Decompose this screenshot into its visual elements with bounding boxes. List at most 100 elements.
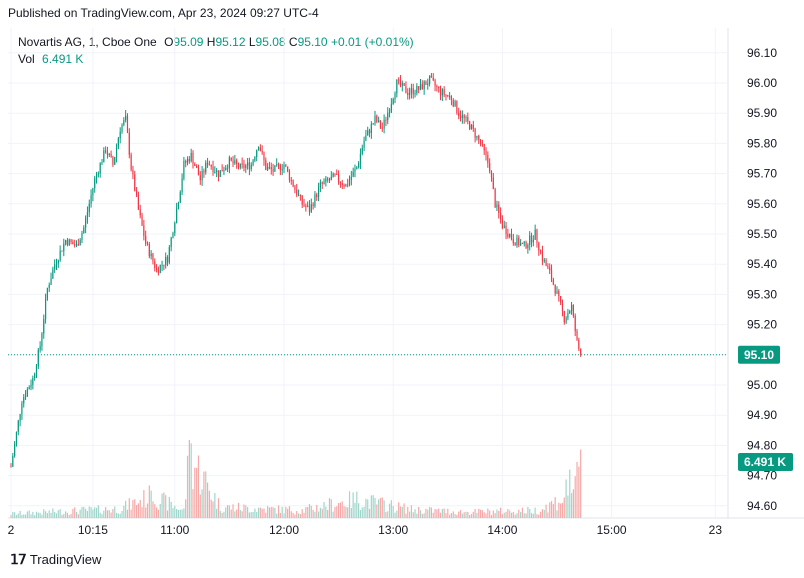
candle-body — [296, 189, 298, 195]
volume-bar — [110, 512, 112, 518]
volume-bar — [121, 511, 123, 518]
volume-bar — [432, 512, 434, 518]
volume-bar — [37, 512, 39, 518]
candle-body — [549, 267, 551, 271]
volume-bar — [65, 511, 67, 518]
volume-bar — [356, 491, 358, 518]
volume-bar — [163, 492, 165, 518]
candle-body — [37, 349, 39, 367]
candle-body — [26, 389, 28, 397]
volume-bar — [530, 513, 533, 518]
candle-body — [530, 235, 533, 243]
candle-body — [217, 170, 220, 177]
candle-body — [272, 169, 274, 172]
volume-bar — [465, 511, 467, 518]
candle-body — [538, 242, 540, 251]
volume-bar — [221, 512, 223, 518]
candle-body — [123, 120, 125, 125]
volume-bar — [368, 508, 371, 518]
volume-bar — [363, 506, 365, 518]
candle-body — [225, 167, 227, 171]
volume-bar — [396, 510, 398, 518]
volume-bar — [436, 509, 438, 518]
volume-bar — [461, 513, 463, 518]
volume-bar — [463, 512, 465, 518]
volume-bar — [427, 509, 429, 518]
candle-body — [50, 278, 52, 285]
volume-bar — [438, 508, 440, 518]
candle-body — [114, 157, 116, 165]
volume-bar — [183, 508, 185, 518]
volume-label[interactable]: Vol — [18, 52, 35, 66]
volume-bar — [86, 510, 89, 518]
candle-body — [252, 160, 254, 165]
price-tick-label: 95.50 — [747, 227, 777, 241]
footer-logo-text[interactable]: TradingView — [29, 552, 102, 567]
volume-bar — [310, 505, 312, 518]
candle-body — [179, 192, 181, 203]
candle-body — [223, 170, 225, 172]
volume-bar — [194, 467, 196, 518]
candle-body — [259, 147, 261, 151]
volume-bar — [501, 514, 503, 518]
symbol-title[interactable]: Novartis AG, 1, Cboe One — [18, 35, 157, 49]
candle-body — [156, 268, 158, 270]
volume-bar — [214, 492, 216, 518]
close-value: 95.10 — [297, 35, 328, 49]
candle-body — [445, 94, 447, 96]
volume-bar — [496, 509, 498, 518]
volume-bar — [348, 491, 351, 518]
candle-body — [365, 135, 367, 141]
volume-bar — [216, 508, 218, 518]
candle-body — [317, 187, 320, 197]
volume-bar — [447, 508, 449, 518]
candle-body — [338, 174, 340, 182]
volume-bar — [46, 513, 48, 518]
candle-body — [44, 298, 47, 320]
volume-bar — [507, 509, 509, 518]
candle-body — [130, 154, 132, 170]
candle-body — [276, 164, 278, 166]
candle-body — [57, 260, 59, 264]
volume-bar — [192, 489, 194, 518]
candle-body — [412, 88, 414, 95]
tradingview-logo-icon[interactable]: 𝟣𝟩 — [10, 551, 27, 567]
volume-bar — [487, 508, 489, 518]
candle-body — [518, 237, 520, 246]
candle-body — [74, 244, 76, 246]
volume-bar — [525, 513, 527, 518]
volume-bar — [430, 507, 433, 518]
volume-bar — [196, 467, 198, 518]
price-tick-label: 96.00 — [747, 76, 777, 90]
volume-bar — [307, 506, 309, 518]
volume-bar — [186, 455, 189, 518]
published-note: Published on TradingView.com, Apr 23, 20… — [8, 6, 319, 20]
volume-bar — [408, 511, 411, 518]
time-tick-label: 15:00 — [597, 523, 627, 537]
candle-body — [23, 397, 25, 404]
candle-body — [181, 178, 183, 193]
price-tick-label: 94.60 — [747, 499, 777, 513]
volume-bar — [239, 509, 241, 518]
candle-body — [578, 339, 580, 349]
candle-body — [14, 443, 16, 456]
candle-body — [436, 85, 438, 87]
volume-bar — [226, 505, 229, 518]
volume-bar — [79, 509, 81, 518]
candle-body — [496, 204, 498, 208]
volume-bar — [168, 496, 170, 518]
volume-bar — [378, 499, 380, 518]
candle-body — [563, 311, 565, 323]
volume-bar — [263, 508, 265, 518]
volume-bar — [61, 514, 63, 518]
candle-body — [86, 212, 89, 219]
volume-bar — [299, 514, 301, 518]
candle-body — [427, 83, 429, 85]
price-tick-label: 96.10 — [747, 46, 777, 60]
candle-body — [499, 212, 502, 220]
volume-bar — [70, 514, 72, 518]
volume-bar — [452, 511, 454, 518]
candle-body — [190, 152, 192, 162]
volume-bar — [257, 507, 260, 518]
